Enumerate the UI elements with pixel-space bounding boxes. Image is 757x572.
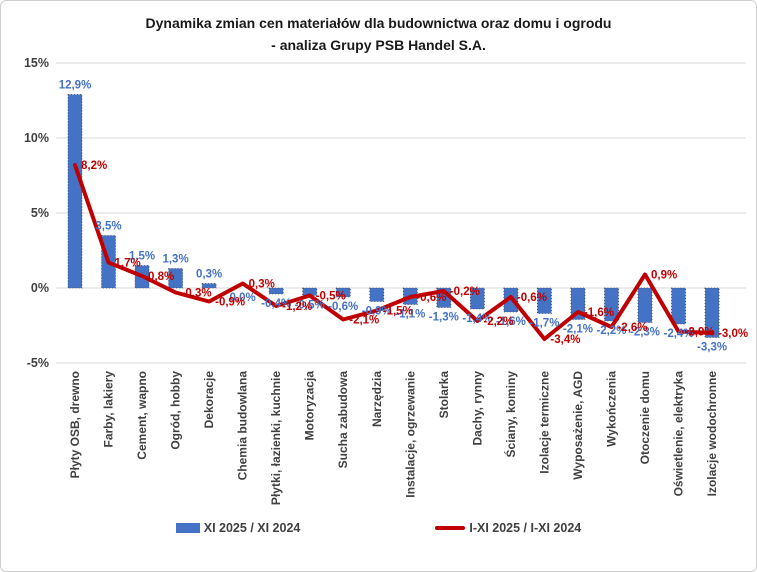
bar bbox=[168, 268, 183, 289]
bar bbox=[537, 287, 552, 314]
line-value-label: -2,2% bbox=[483, 316, 513, 328]
bar-series-swatch-icon bbox=[175, 523, 200, 533]
line-value-label: -0,5% bbox=[316, 291, 346, 303]
bar-value-label: 1,5% bbox=[129, 251, 155, 263]
bar-value-label: -2,1% bbox=[563, 324, 593, 336]
bar-value-label: -0,6% bbox=[328, 301, 358, 313]
x-axis-category-label: Płyty OSB, drewno bbox=[68, 371, 82, 478]
line-value-label: -2,9% bbox=[685, 327, 715, 339]
bar-value-label: -1,6% bbox=[496, 316, 526, 328]
line-value-label: -2,1% bbox=[349, 315, 379, 327]
line-series-swatch-icon bbox=[435, 526, 466, 530]
x-axis-category-label: Chemia budowlana bbox=[236, 371, 250, 481]
chart-title-line2: - analiza Grupy PSB Handel S.A. bbox=[271, 36, 486, 53]
chart-title: Dynamika zmian cen materiałów dla budown… bbox=[1, 13, 756, 56]
line-value-label: -0,9% bbox=[215, 297, 245, 309]
line-series bbox=[73, 163, 715, 341]
x-axis-category-label: Dekoracje bbox=[202, 371, 216, 429]
bar-value-label: -0,5% bbox=[295, 300, 325, 312]
x-axis-category-label: Wykończenia bbox=[604, 371, 618, 447]
bar-value-label: -3,3% bbox=[697, 342, 727, 354]
bar bbox=[268, 287, 284, 295]
x-axis-category-label: Izolacje wodochronne bbox=[705, 371, 719, 497]
line-value-label: -1,5% bbox=[383, 306, 413, 318]
y-axis-tick-label: 15% bbox=[24, 56, 49, 70]
bar bbox=[637, 287, 653, 323]
bar bbox=[671, 287, 686, 325]
bar bbox=[335, 287, 351, 298]
x-axis-category-label: Oświetlenie, elektryka bbox=[672, 371, 686, 497]
bar-value-label: 12,9% bbox=[59, 80, 92, 92]
bar-value-label: -2,2% bbox=[596, 325, 626, 337]
legend: XI 2025 / XI 2024 I-XI 2025 / I-XI 2024 bbox=[1, 521, 756, 535]
line-value-label: 0,9% bbox=[651, 270, 677, 282]
bar-value-label: 0,3% bbox=[196, 269, 222, 281]
bar-value-label: -1,1% bbox=[395, 309, 425, 321]
line-value-label: -0,2% bbox=[450, 286, 480, 298]
line-value-label: 0,8% bbox=[148, 271, 174, 283]
x-axis-category-label: Narzędzia bbox=[370, 371, 384, 427]
y-axis-tick-label: 0% bbox=[31, 281, 49, 295]
line-value-label: -1,2% bbox=[282, 301, 312, 313]
bar-value-label: -0,4% bbox=[261, 298, 291, 310]
x-axis-category-label: Farby, lakiery bbox=[102, 371, 116, 448]
x-axis-category-label: Motoryzacja bbox=[303, 371, 317, 441]
x-axis-category-label: Dachy, rynny bbox=[470, 371, 484, 446]
line-value-label: 1,7% bbox=[115, 258, 141, 270]
line-value-label: 0,3% bbox=[249, 279, 275, 291]
bar bbox=[369, 287, 385, 302]
bar-value-label: 1,3% bbox=[162, 254, 188, 266]
bar-value-label: 3,5% bbox=[95, 221, 121, 233]
bar bbox=[201, 283, 217, 289]
x-axis-category-label: Otoczenie domu bbox=[638, 371, 652, 464]
line-value-label: -1,6% bbox=[584, 307, 614, 319]
line-value-label: -0,6% bbox=[416, 292, 446, 304]
bar bbox=[469, 287, 485, 310]
y-axis-tick-label: 10% bbox=[24, 131, 49, 145]
legend-item-bar-series: XI 2025 / XI 2024 bbox=[175, 521, 301, 535]
line-value-label: -2,6% bbox=[617, 322, 647, 334]
legend-line-label: I-XI 2025 / I-XI 2024 bbox=[469, 521, 582, 535]
x-axis-category-label: Cement, wapno bbox=[135, 371, 149, 460]
x-axis-category-label: Sucha zabudowa bbox=[336, 371, 350, 469]
x-axis-category-label: Instalacje, ogrzewanie bbox=[403, 371, 417, 498]
y-axis-tick-label: 5% bbox=[31, 206, 49, 220]
x-axis-category-label: Płytki, łazienki, kuchnie bbox=[269, 371, 283, 505]
x-axis-category-label: Ściany, kominy bbox=[503, 371, 518, 458]
legend-item-line-series: I-XI 2025 / I-XI 2024 bbox=[435, 521, 581, 535]
bar-value-label: -1,7% bbox=[529, 318, 559, 330]
x-axis-category-label: Ogród, hobby bbox=[169, 371, 183, 450]
bar bbox=[302, 287, 318, 296]
x-axis-category-label: Stolarka bbox=[437, 371, 451, 419]
line-value-label: -0,6% bbox=[517, 292, 547, 304]
x-axis-category-label: Wyposażenie, AGD bbox=[571, 371, 585, 480]
bar-value-label: -2,4% bbox=[664, 328, 694, 340]
bar-value-label: 0,0% bbox=[230, 292, 256, 304]
line-value-label: -0,3% bbox=[182, 288, 212, 300]
chart-title-line1: Dynamika zmian cen materiałów dla budown… bbox=[145, 15, 612, 31]
x-axis-category-label: Izolacje termiczne bbox=[537, 371, 551, 474]
y-axis-tick-label: -5% bbox=[27, 356, 49, 370]
legend-bar-label: XI 2025 / XI 2024 bbox=[203, 521, 301, 535]
bar bbox=[67, 94, 83, 289]
line-value-label: -3,0% bbox=[718, 328, 748, 340]
bar bbox=[604, 287, 619, 322]
bar-value-label: -1,3% bbox=[429, 312, 459, 324]
line-value-label: -3,4% bbox=[550, 334, 580, 346]
bar-value-label: -1,4% bbox=[462, 313, 492, 325]
bar-value-label: -0,9% bbox=[362, 306, 392, 318]
bar-value-label: -2,3% bbox=[630, 327, 660, 339]
line-value-label: 8,2% bbox=[81, 160, 107, 172]
bar bbox=[704, 287, 720, 338]
